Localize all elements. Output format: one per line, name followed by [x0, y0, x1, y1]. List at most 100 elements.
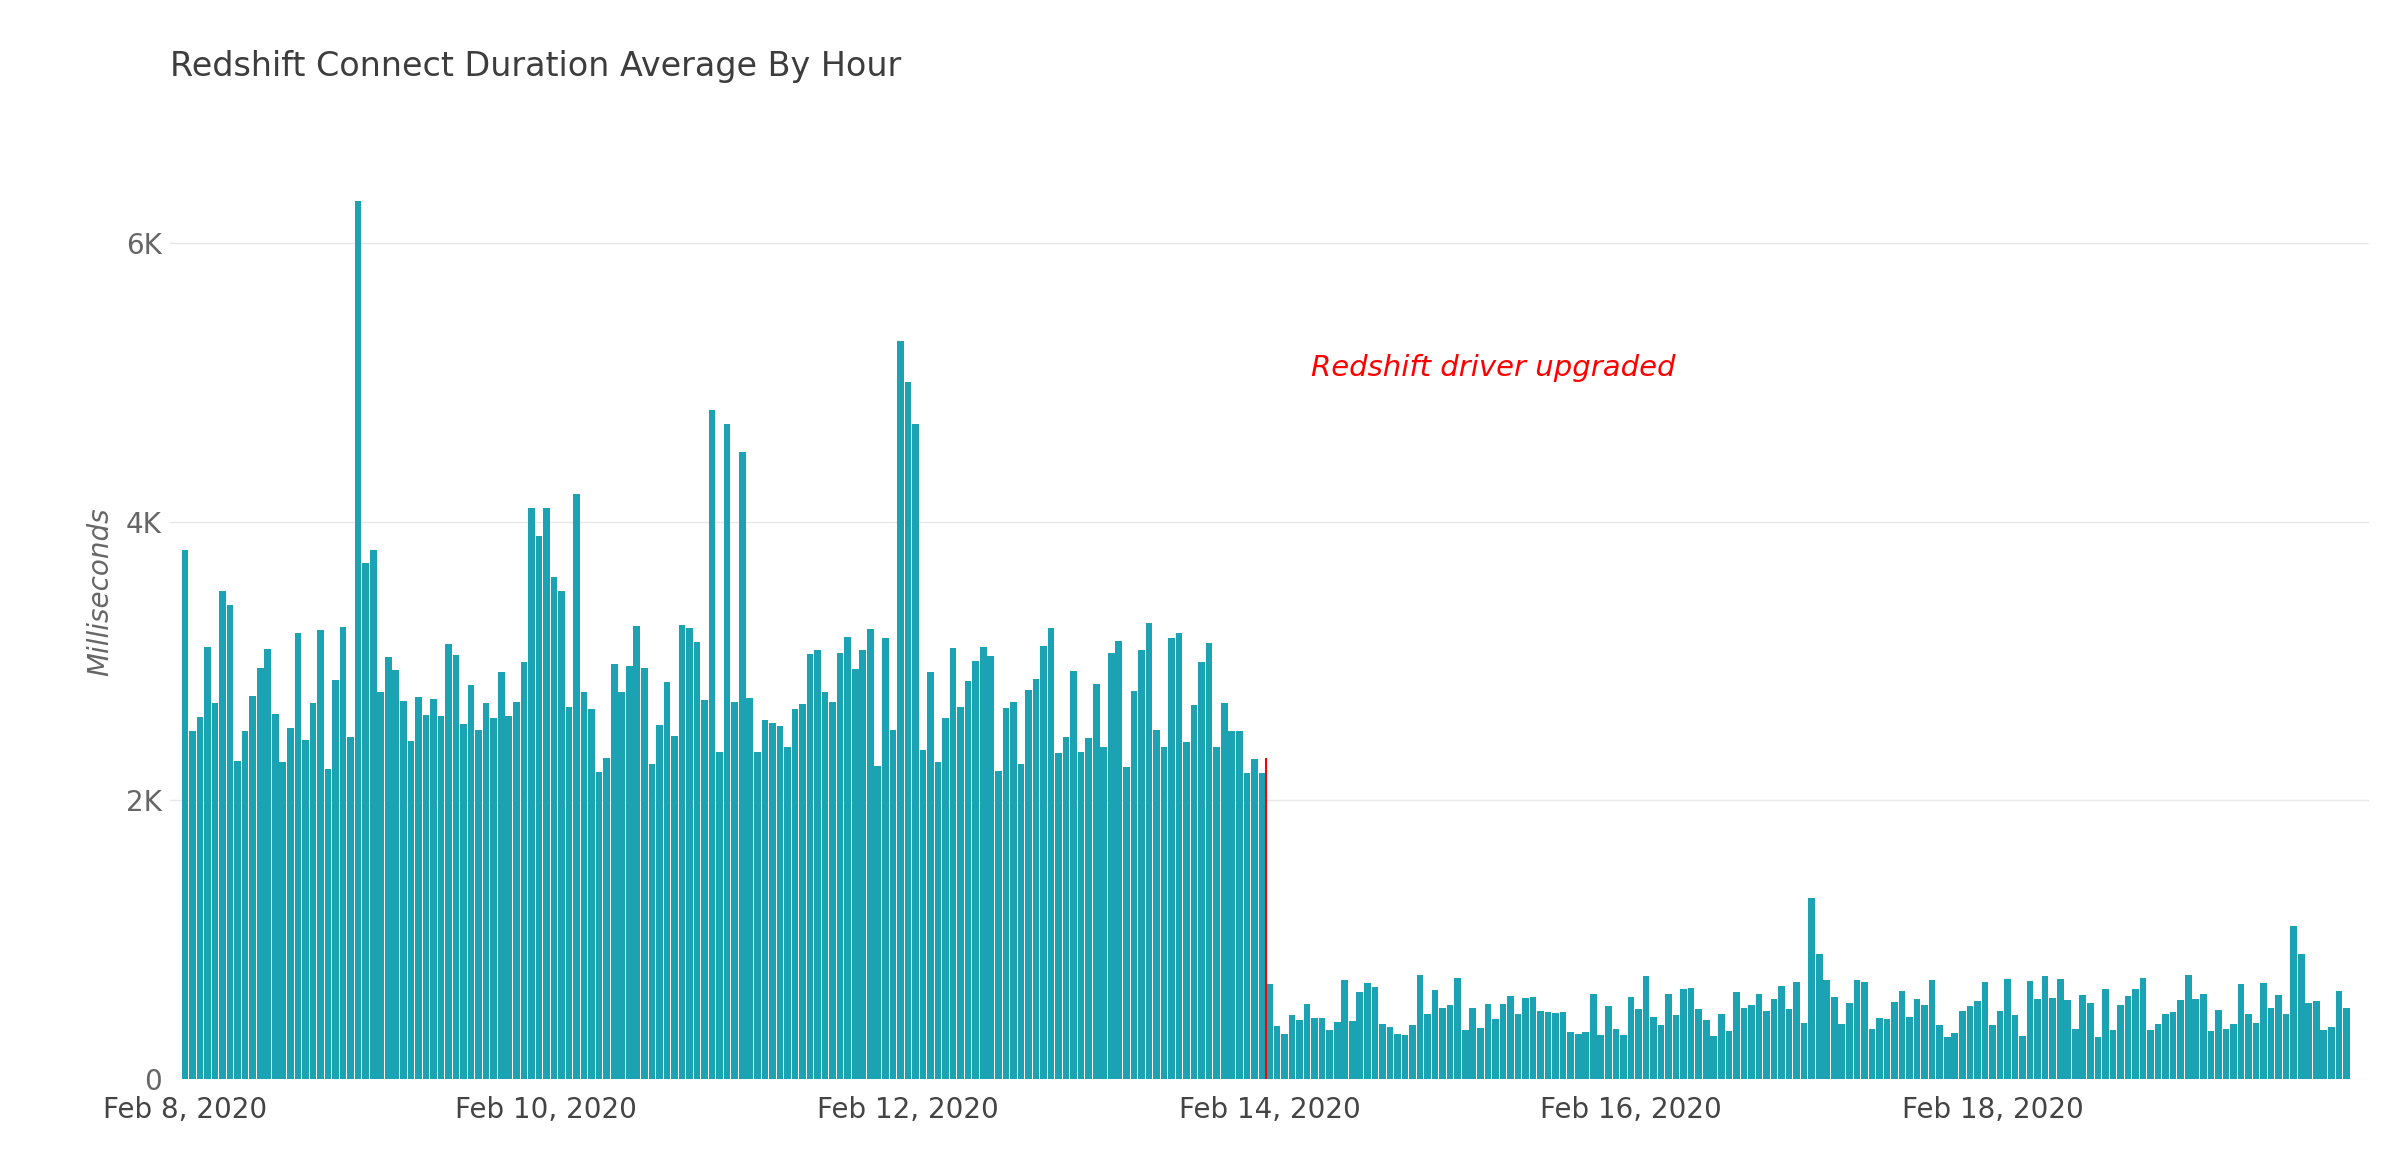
- Bar: [1545, 1012, 1552, 1079]
- Bar: [1018, 763, 1025, 1079]
- Bar: [610, 664, 617, 1079]
- Bar: [1199, 662, 1204, 1079]
- Bar: [1433, 990, 1438, 1079]
- Bar: [822, 693, 827, 1079]
- Bar: [927, 672, 935, 1079]
- Bar: [513, 702, 520, 1079]
- Bar: [1123, 767, 1130, 1079]
- Bar: [572, 494, 579, 1079]
- Bar: [1764, 1011, 1769, 1079]
- Bar: [1130, 691, 1137, 1079]
- Bar: [1371, 987, 1378, 1079]
- Bar: [966, 681, 970, 1079]
- Bar: [1733, 991, 1740, 1079]
- Bar: [2041, 976, 2048, 1079]
- Bar: [889, 730, 896, 1079]
- Bar: [1297, 1020, 1304, 1079]
- Bar: [746, 698, 753, 1079]
- Bar: [341, 626, 346, 1079]
- Bar: [2110, 1030, 2117, 1079]
- Bar: [2336, 990, 2341, 1079]
- Bar: [453, 654, 460, 1079]
- Bar: [1590, 994, 1597, 1079]
- Bar: [1943, 1038, 1950, 1079]
- Bar: [1998, 1011, 2003, 1079]
- Bar: [1478, 1028, 1483, 1079]
- Bar: [1740, 1009, 1747, 1079]
- Bar: [181, 550, 188, 1079]
- Bar: [1039, 646, 1047, 1079]
- Bar: [2312, 1000, 2320, 1079]
- Bar: [2131, 990, 2138, 1079]
- Bar: [1011, 702, 1016, 1079]
- Bar: [1650, 1017, 1657, 1079]
- Bar: [272, 715, 279, 1079]
- Bar: [1719, 1014, 1724, 1079]
- Bar: [1147, 623, 1151, 1079]
- Bar: [1235, 731, 1242, 1079]
- Bar: [1290, 1014, 1295, 1079]
- Bar: [1311, 1018, 1318, 1079]
- Bar: [1280, 1034, 1287, 1079]
- Bar: [1876, 1018, 1883, 1079]
- Bar: [2343, 1007, 2351, 1079]
- Bar: [1063, 737, 1070, 1079]
- Bar: [1032, 680, 1039, 1079]
- Bar: [2034, 998, 2041, 1079]
- Bar: [377, 693, 384, 1079]
- Bar: [257, 668, 265, 1079]
- Bar: [1349, 1020, 1356, 1079]
- Bar: [286, 729, 293, 1079]
- Bar: [1988, 1025, 1995, 1079]
- Bar: [2103, 989, 2110, 1079]
- Bar: [1709, 1035, 1716, 1079]
- Bar: [694, 643, 701, 1079]
- Bar: [1898, 991, 1905, 1079]
- Bar: [858, 650, 865, 1079]
- Bar: [2274, 995, 2281, 1079]
- Bar: [355, 201, 362, 1079]
- Bar: [324, 769, 331, 1079]
- Bar: [505, 716, 513, 1079]
- Bar: [1409, 1025, 1416, 1079]
- Bar: [212, 703, 219, 1079]
- Bar: [980, 646, 987, 1079]
- Bar: [226, 605, 234, 1079]
- Bar: [415, 697, 422, 1079]
- Bar: [987, 655, 994, 1079]
- Bar: [348, 737, 353, 1079]
- Bar: [844, 637, 851, 1079]
- Bar: [1485, 1004, 1490, 1079]
- Bar: [1514, 1014, 1521, 1079]
- Bar: [1531, 997, 1535, 1079]
- Bar: [777, 726, 784, 1079]
- Bar: [896, 340, 904, 1079]
- Bar: [1800, 1024, 1807, 1079]
- Bar: [935, 762, 942, 1079]
- Bar: [2005, 978, 2010, 1079]
- Bar: [1643, 976, 1650, 1079]
- Bar: [882, 638, 889, 1079]
- Bar: [1092, 684, 1099, 1079]
- Bar: [958, 706, 963, 1079]
- Bar: [2291, 926, 2298, 1079]
- Bar: [1326, 1031, 1333, 1079]
- Bar: [1566, 1032, 1573, 1079]
- Bar: [558, 591, 565, 1079]
- Bar: [1469, 1009, 1476, 1079]
- Bar: [2117, 1005, 2124, 1079]
- Bar: [1221, 703, 1228, 1079]
- Bar: [791, 709, 799, 1079]
- Bar: [1907, 1017, 1912, 1079]
- Text: Redshift driver upgraded: Redshift driver upgraded: [1311, 354, 1676, 382]
- Bar: [2284, 1013, 2289, 1079]
- Bar: [1395, 1034, 1402, 1079]
- Bar: [627, 666, 632, 1079]
- Bar: [942, 718, 949, 1079]
- Bar: [2050, 998, 2055, 1079]
- Bar: [2267, 1009, 2274, 1079]
- Bar: [2096, 1037, 2100, 1079]
- Bar: [1635, 1010, 1643, 1079]
- Bar: [2320, 1030, 2327, 1079]
- Bar: [2222, 1030, 2229, 1079]
